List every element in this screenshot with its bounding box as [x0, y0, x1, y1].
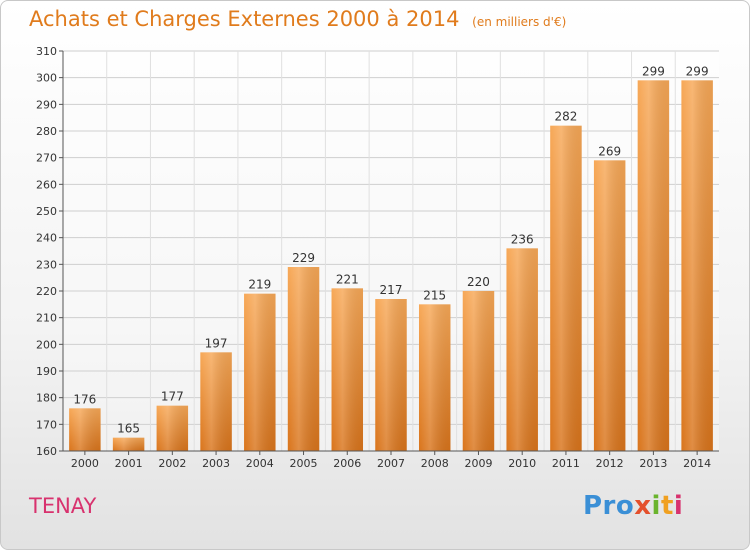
- bar-shine: [112, 437, 145, 451]
- bar-shine: [287, 267, 320, 451]
- bar-value-label: 215: [423, 288, 446, 302]
- y-tick-label: 220: [36, 285, 57, 298]
- y-tick-label: 310: [36, 45, 57, 58]
- axes: 160 170 180 190 200 210 220 230 240 250 260 270 280 2…: [36, 45, 719, 470]
- x-tick-label: 2013: [639, 457, 667, 470]
- y-tick-label: 290: [36, 98, 57, 111]
- bar-value-label: 299: [642, 64, 665, 78]
- x-tick-label: 2007: [377, 457, 405, 470]
- bar-shine: [462, 291, 495, 451]
- x-tick-label: 2011: [552, 457, 580, 470]
- y-tick-label: 300: [36, 72, 57, 85]
- y-tick-label: 280: [36, 125, 57, 138]
- bar-shine: [506, 248, 538, 451]
- chart-title: Achats et Charges Externes 2000 à 2014 (…: [29, 7, 566, 31]
- bar-value-label: 299: [686, 64, 709, 78]
- bar-shine: [156, 405, 189, 451]
- bar-shine: [331, 288, 364, 451]
- bar-shine: [550, 125, 582, 452]
- logo-part: t: [660, 491, 674, 521]
- bar-value-label: 219: [248, 278, 271, 292]
- bar-shine: [418, 304, 451, 451]
- bar-shine: [681, 80, 713, 451]
- chart-title-text: Achats et Charges Externes 2000 à 2014: [29, 7, 460, 31]
- x-tick-label: 2006: [333, 457, 361, 470]
- y-tick-label: 180: [36, 392, 57, 405]
- x-tick-label: 2014: [683, 457, 711, 470]
- x-tick-label: 2010: [508, 457, 536, 470]
- x-tick-label: 2009: [464, 457, 492, 470]
- bar-shine: [69, 408, 101, 451]
- x-tick-label: 2012: [596, 457, 624, 470]
- logo-part: i: [651, 491, 661, 521]
- logo-part: i: [673, 491, 684, 521]
- x-tick-label: 2001: [115, 457, 143, 470]
- bar-shine: [593, 160, 626, 452]
- bar-value-label: 236: [511, 232, 534, 246]
- bar-value-label: 217: [380, 283, 403, 297]
- x-tick-label: 2008: [421, 457, 449, 470]
- chart-unit: (en milliers d'€): [472, 15, 567, 29]
- y-tick-label: 240: [36, 232, 57, 245]
- bar-value-label: 269: [598, 144, 621, 158]
- x-tick-label: 2002: [158, 457, 186, 470]
- bar-value-label: 229: [292, 251, 315, 265]
- bar-shine: [375, 299, 407, 451]
- bar-shine: [244, 293, 276, 451]
- x-tick-label: 2005: [290, 457, 318, 470]
- y-tick-label: 200: [36, 338, 57, 351]
- bar-value-label: 165: [117, 422, 140, 436]
- x-tick-label: 2004: [246, 457, 274, 470]
- bar-value-label: 282: [554, 110, 577, 124]
- proxiti-logo: Proxiti: [583, 491, 683, 521]
- y-tick-label: 270: [36, 152, 57, 165]
- logo-part: x: [634, 491, 652, 521]
- x-tick-label: 2000: [71, 457, 99, 470]
- place-name: TENAY: [29, 494, 97, 518]
- bar-value-label: 197: [205, 336, 228, 350]
- y-tick-label: 210: [36, 312, 57, 325]
- bar-value-label: 220: [467, 275, 490, 289]
- bar-value-label: 177: [161, 390, 184, 404]
- bar-value-label: 176: [73, 392, 96, 406]
- bars: 176 165 177 197 219 229 221 217 215 220 236 282 269 2…: [69, 64, 713, 452]
- y-tick-label: 230: [36, 258, 57, 271]
- logo-part: Pro: [583, 491, 635, 521]
- y-tick-label: 160: [36, 445, 57, 458]
- y-tick-label: 260: [36, 178, 57, 191]
- bar-value-label: 221: [336, 272, 359, 286]
- y-tick-label: 170: [36, 418, 57, 431]
- bar-shine: [637, 80, 670, 451]
- y-tick-label: 250: [36, 205, 57, 218]
- y-tick-label: 190: [36, 365, 57, 378]
- x-tick-label: 2003: [202, 457, 230, 470]
- bar-shine: [200, 352, 232, 451]
